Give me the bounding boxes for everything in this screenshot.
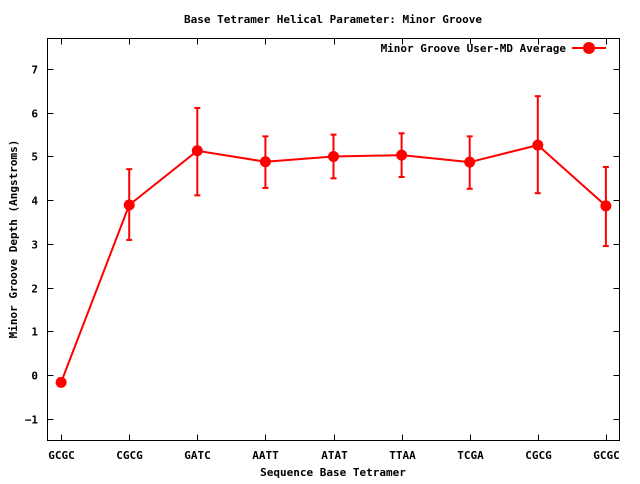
- y-tick-label: 3: [31, 239, 38, 252]
- x-tick-label: AATT: [252, 449, 279, 462]
- y-tick-label: 7: [31, 64, 38, 77]
- x-tick-label: CGCG: [525, 449, 552, 462]
- data-point: [55, 376, 67, 388]
- x-tick-label: TTAA: [389, 449, 416, 462]
- y-tick-label: −1: [25, 414, 39, 427]
- x-tick-label: GATC: [184, 449, 211, 462]
- data-point: [191, 145, 203, 157]
- data-point: [259, 156, 271, 168]
- x-tick-label: CGCG: [116, 449, 143, 462]
- data-point: [600, 200, 612, 212]
- y-axis-label: Minor Groove Depth (Angstroms): [7, 140, 20, 339]
- data-point: [532, 139, 544, 151]
- data-point: [328, 150, 339, 162]
- x-axis-label: Sequence Base Tetramer: [260, 466, 406, 479]
- y-tick-label: 6: [31, 108, 38, 121]
- x-tick-label: TCGA: [457, 449, 484, 462]
- data-point: [464, 156, 476, 168]
- chart-title: Base Tetramer Helical Parameter: Minor G…: [184, 13, 482, 26]
- data-point: [123, 199, 135, 211]
- y-tick-label: 1: [31, 326, 38, 339]
- y-tick-label: 4: [31, 195, 38, 208]
- legend-marker: [583, 42, 595, 54]
- y-tick-label: 5: [31, 151, 38, 164]
- y-tick-label: 0: [31, 370, 38, 383]
- legend: Minor Groove User-MD Average: [381, 42, 606, 55]
- x-tick-label: GCGC: [48, 449, 75, 462]
- series-line: [60, 144, 607, 383]
- y-tick-label: 2: [31, 283, 38, 296]
- legend-label: Minor Groove User-MD Average: [381, 42, 567, 55]
- x-tick-label: GCGC: [593, 449, 620, 462]
- plot-frame: [47, 38, 620, 441]
- data-point: [396, 149, 408, 161]
- x-tick-label: ATAT: [321, 449, 348, 462]
